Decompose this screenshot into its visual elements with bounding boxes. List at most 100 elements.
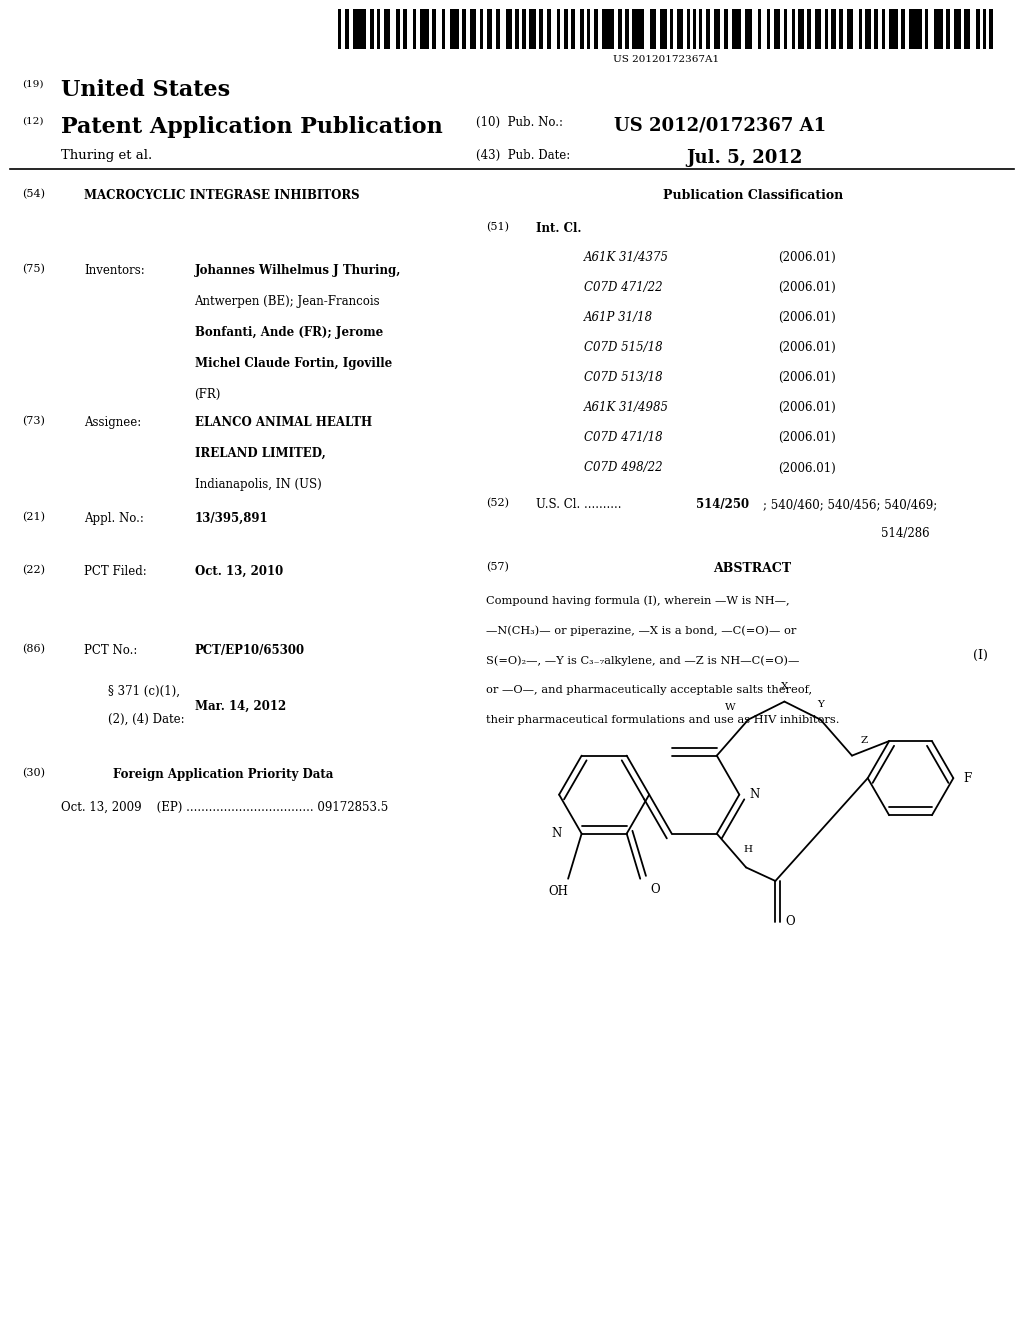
Bar bbox=[946, 9, 950, 49]
Text: (2006.01): (2006.01) bbox=[778, 401, 836, 414]
Bar bbox=[450, 9, 459, 49]
Bar bbox=[403, 9, 407, 49]
Text: ; 540/460; 540/456; 540/469;: ; 540/460; 540/456; 540/469; bbox=[763, 498, 937, 511]
Text: IRELAND LIMITED,: IRELAND LIMITED, bbox=[195, 446, 326, 459]
Text: (12): (12) bbox=[23, 116, 44, 125]
Bar bbox=[874, 9, 878, 49]
Bar bbox=[496, 9, 500, 49]
Bar bbox=[687, 9, 690, 49]
Text: MACROCYCLIC INTEGRASE INHIBITORS: MACROCYCLIC INTEGRASE INHIBITORS bbox=[84, 189, 359, 202]
Bar bbox=[815, 9, 821, 49]
Text: (2006.01): (2006.01) bbox=[778, 432, 836, 445]
Bar bbox=[983, 9, 986, 49]
Text: C07D 515/18: C07D 515/18 bbox=[584, 341, 663, 354]
Bar bbox=[618, 9, 622, 49]
Text: O: O bbox=[650, 883, 660, 896]
Text: (2), (4) Date:: (2), (4) Date: bbox=[108, 713, 184, 726]
Text: Oct. 13, 2009    (EP) .................................. 09172853.5: Oct. 13, 2009 (EP) .....................… bbox=[61, 801, 389, 814]
Text: Thuring et al.: Thuring et al. bbox=[61, 149, 153, 162]
Bar bbox=[784, 9, 787, 49]
Bar bbox=[602, 9, 614, 49]
Text: (30): (30) bbox=[23, 768, 45, 779]
Text: Michel Claude Fortin, Igoville: Michel Claude Fortin, Igoville bbox=[195, 356, 392, 370]
Bar bbox=[706, 9, 710, 49]
Bar bbox=[670, 9, 673, 49]
Text: (2006.01): (2006.01) bbox=[778, 341, 836, 354]
Bar bbox=[338, 9, 341, 49]
Bar bbox=[934, 9, 943, 49]
Text: (52): (52) bbox=[486, 498, 509, 508]
Bar bbox=[677, 9, 683, 49]
Text: N: N bbox=[551, 828, 561, 840]
Bar bbox=[767, 9, 770, 49]
Text: Mar. 14, 2012: Mar. 14, 2012 bbox=[195, 700, 286, 713]
Text: Antwerpen (BE); Jean-Francois: Antwerpen (BE); Jean-Francois bbox=[195, 296, 380, 308]
Text: S(=O)₂—, —Y is C₃₋₇alkylene, and —Z is NH—C(=O)—: S(=O)₂—, —Y is C₃₋₇alkylene, and —Z is N… bbox=[486, 655, 800, 665]
Text: 514/250: 514/250 bbox=[696, 498, 750, 511]
Text: (FR): (FR) bbox=[195, 388, 221, 401]
Bar bbox=[732, 9, 741, 49]
Bar bbox=[625, 9, 629, 49]
Text: N: N bbox=[750, 788, 760, 801]
Text: Oct. 13, 2010: Oct. 13, 2010 bbox=[195, 565, 283, 578]
Bar bbox=[660, 9, 667, 49]
Bar bbox=[396, 9, 400, 49]
Text: 13/395,891: 13/395,891 bbox=[195, 512, 268, 525]
Bar bbox=[925, 9, 928, 49]
Text: F: F bbox=[964, 772, 972, 784]
Text: A61P 31/18: A61P 31/18 bbox=[584, 312, 653, 323]
Bar bbox=[909, 9, 922, 49]
Text: PCT Filed:: PCT Filed: bbox=[84, 565, 146, 578]
Bar bbox=[798, 9, 804, 49]
Text: W: W bbox=[725, 702, 735, 711]
Text: (57): (57) bbox=[486, 561, 509, 572]
Bar bbox=[825, 9, 828, 49]
Bar bbox=[557, 9, 560, 49]
Bar bbox=[792, 9, 795, 49]
Text: Inventors:: Inventors: bbox=[84, 264, 144, 277]
Bar bbox=[989, 9, 993, 49]
Text: (75): (75) bbox=[23, 264, 45, 275]
Text: 514/286: 514/286 bbox=[881, 527, 929, 540]
Bar bbox=[442, 9, 445, 49]
Text: Patent Application Publication: Patent Application Publication bbox=[61, 116, 443, 139]
Text: Bonfanti, Ande (FR); Jerome: Bonfanti, Ande (FR); Jerome bbox=[195, 326, 383, 339]
Text: (2006.01): (2006.01) bbox=[778, 281, 836, 294]
Text: (10)  Pub. No.:: (10) Pub. No.: bbox=[476, 116, 563, 129]
Bar bbox=[353, 9, 366, 49]
Bar bbox=[831, 9, 836, 49]
Text: Z: Z bbox=[860, 737, 867, 744]
Text: ELANCO ANIMAL HEALTH: ELANCO ANIMAL HEALTH bbox=[195, 416, 372, 429]
Text: Indianapolis, IN (US): Indianapolis, IN (US) bbox=[195, 478, 322, 491]
Text: A61K 31/4985: A61K 31/4985 bbox=[584, 401, 669, 414]
Bar bbox=[859, 9, 862, 49]
Bar bbox=[413, 9, 416, 49]
Bar bbox=[650, 9, 656, 49]
Text: their pharmaceutical formulations and use as HIV inhibitors.: their pharmaceutical formulations and us… bbox=[486, 714, 840, 725]
Bar bbox=[901, 9, 905, 49]
Text: C07D 498/22: C07D 498/22 bbox=[584, 462, 663, 474]
Bar bbox=[587, 9, 590, 49]
Bar bbox=[594, 9, 598, 49]
Text: (2006.01): (2006.01) bbox=[778, 312, 836, 323]
Bar bbox=[370, 9, 374, 49]
Text: U.S. Cl. ..........: U.S. Cl. .......... bbox=[536, 498, 621, 511]
Text: PCT/EP10/65300: PCT/EP10/65300 bbox=[195, 644, 305, 657]
Bar bbox=[480, 9, 483, 49]
Text: OH: OH bbox=[548, 886, 568, 899]
Text: (86): (86) bbox=[23, 644, 45, 655]
Bar bbox=[693, 9, 696, 49]
Text: (43)  Pub. Date:: (43) Pub. Date: bbox=[476, 149, 570, 162]
Bar bbox=[420, 9, 429, 49]
Text: Appl. No.:: Appl. No.: bbox=[84, 512, 143, 525]
Text: Johannes Wilhelmus J Thuring,: Johannes Wilhelmus J Thuring, bbox=[195, 264, 401, 277]
Text: Foreign Application Priority Data: Foreign Application Priority Data bbox=[113, 768, 333, 781]
Text: C07D 513/18: C07D 513/18 bbox=[584, 371, 663, 384]
Text: (51): (51) bbox=[486, 222, 509, 232]
Text: Assignee:: Assignee: bbox=[84, 416, 141, 429]
Text: —N(CH₃)— or piperazine, —X is a bond, —C(=O)— or: —N(CH₃)— or piperazine, —X is a bond, —C… bbox=[486, 626, 797, 636]
Text: ABSTRACT: ABSTRACT bbox=[714, 561, 792, 574]
Bar bbox=[487, 9, 492, 49]
Text: Publication Classification: Publication Classification bbox=[663, 189, 843, 202]
Bar bbox=[699, 9, 702, 49]
